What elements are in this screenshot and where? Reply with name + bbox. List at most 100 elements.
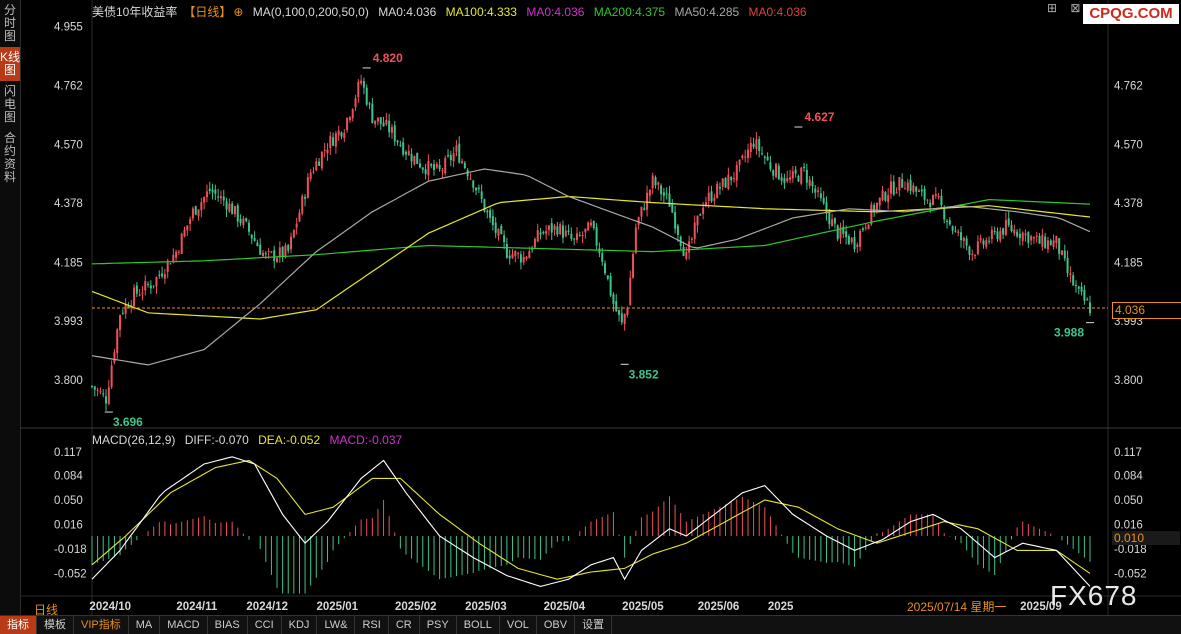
candle-body (702, 207, 705, 215)
candle-body (343, 132, 346, 139)
candle-body (306, 177, 309, 199)
candle-body (183, 229, 186, 237)
candle-body (376, 117, 379, 122)
candle-body (236, 205, 239, 222)
tab-kline[interactable]: K线图 (0, 47, 20, 81)
candle-body (304, 196, 307, 199)
tab-psy[interactable]: PSY (420, 616, 457, 634)
candle-body (912, 185, 915, 193)
window-controls: ⊞ ⊠ (1047, 1, 1080, 15)
candle-body (632, 253, 635, 278)
candle-body (497, 228, 500, 236)
tab-cci[interactable]: CCI (248, 616, 282, 634)
candle-body (155, 277, 158, 287)
candle-body (152, 285, 155, 287)
candle-body (149, 285, 152, 289)
candle-body (433, 164, 436, 170)
tab-contract-info[interactable]: 合约资料 (3, 131, 16, 184)
candle-body (674, 211, 677, 229)
tab-timeshare[interactable]: 分时图 (3, 3, 16, 43)
candle-body (320, 151, 323, 169)
macd-tick-right: 0.084 (1114, 471, 1143, 483)
kline-chart[interactable]: 4.955 4.762 4.762 4.570 4.570 4.378 4.378 4.185… (20, 0, 1181, 615)
tab-settings[interactable]: 设置 (575, 616, 613, 634)
candle-body (716, 183, 719, 199)
tab-flash-chart[interactable]: 闪电图 (3, 84, 16, 124)
tab-obv[interactable]: OBV (537, 616, 576, 634)
candle-body (668, 193, 671, 207)
settings-icon[interactable]: ⊕ (233, 5, 244, 19)
price-tick-left: 4.955 (54, 22, 83, 34)
candle-body (884, 192, 887, 201)
candle-body (421, 167, 424, 170)
tab-vip-indicators[interactable]: VIP指标 (74, 616, 129, 634)
candle-body (264, 252, 267, 255)
candle-body (354, 98, 357, 108)
extreme-annotation: 4.627 (804, 110, 834, 124)
candle-body (147, 283, 150, 285)
price-tick-right: 3.993 (1114, 316, 1143, 328)
candle-body (915, 186, 918, 192)
candle-body (671, 204, 674, 213)
candle-body (382, 122, 385, 127)
ma-legend-3: MA0:4.036 (526, 5, 585, 19)
tab-cr[interactable]: CR (389, 616, 420, 634)
tab-rsi[interactable]: RSI (355, 616, 389, 634)
tab-vol[interactable]: VOL (500, 616, 537, 634)
candle-body (985, 240, 988, 247)
candle-body (315, 161, 318, 171)
tab-templates[interactable]: 模板 (37, 616, 74, 634)
tab-kdj[interactable]: KDJ (282, 616, 318, 634)
tab-boll[interactable]: BOLL (457, 616, 500, 634)
macd-tick-left: 0.084 (54, 471, 83, 483)
candle-body (486, 210, 489, 213)
candle-body (1027, 232, 1030, 244)
fullscreen-icon[interactable]: ⊞ (1047, 1, 1058, 15)
ma-legend-6: MA0:4.036 (748, 5, 807, 19)
candle-body (581, 234, 584, 237)
candle-body (1013, 229, 1016, 234)
tab-bias[interactable]: BIAS (208, 616, 248, 634)
candle-body (545, 231, 548, 234)
candle-body (651, 175, 654, 188)
candle-body (472, 180, 475, 188)
candle-body (822, 197, 825, 204)
candle-body (505, 243, 508, 258)
period-tag[interactable]: 【日线】 (183, 5, 232, 19)
period-label[interactable]: 日线 (34, 603, 59, 617)
candle-body (332, 137, 335, 146)
candle-body (357, 81, 360, 98)
candle-body (205, 191, 208, 198)
price-tick-right: 4.762 (1114, 81, 1143, 93)
candle-body (859, 230, 862, 247)
candle-body (797, 175, 800, 182)
candle-body (337, 130, 340, 136)
tab-ma[interactable]: MA (129, 616, 161, 634)
candle-body (615, 301, 618, 312)
instrument-title: 美债10年收益率 (92, 5, 178, 19)
tab-indicators[interactable]: 指标 (0, 616, 37, 634)
macd-tick-right: -0.052 (1114, 568, 1147, 580)
price-tick-right: 4.570 (1114, 139, 1143, 151)
candle-body (873, 204, 876, 213)
candle-body (127, 305, 130, 308)
candle-body (1074, 284, 1077, 287)
candle-body (1060, 250, 1063, 255)
candle-body (763, 156, 766, 159)
macd-tick-right: 0.050 (1114, 495, 1143, 507)
candle-body (934, 194, 937, 197)
macd-tick-left: -0.052 (54, 568, 87, 580)
candle-body (1030, 236, 1033, 241)
candle-body (410, 154, 413, 162)
candle-body (749, 142, 752, 153)
candle-body (766, 156, 769, 161)
tab-lw[interactable]: LW& (317, 616, 356, 634)
tab-macd[interactable]: MACD (160, 616, 208, 634)
candle-body (438, 165, 441, 170)
extreme-annotation: 3.696 (113, 415, 143, 429)
ma-legend-0: MA(0,100,0,200,50,0) (252, 5, 369, 19)
candle-body (461, 161, 464, 164)
candle-body (791, 171, 794, 179)
close-icon[interactable]: ⊠ (1070, 1, 1081, 15)
candle-body (99, 391, 102, 393)
